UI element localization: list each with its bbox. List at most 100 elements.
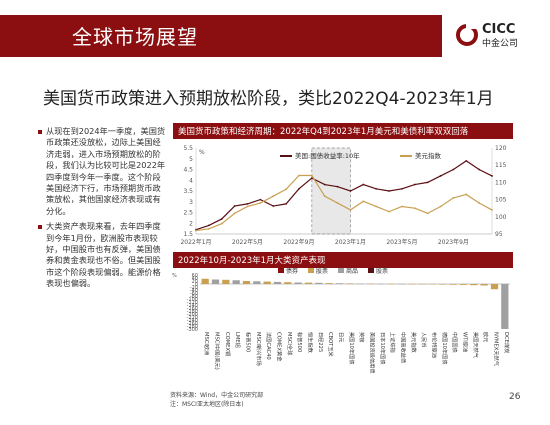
data-point — [426, 181, 429, 184]
y-right-tick-label: 120 — [495, 145, 507, 152]
y-right-tick-label: 115 — [495, 162, 507, 169]
bar — [449, 284, 457, 285]
bullet-item: 大类资产表现来看，去年四季度到今年1月份，欧洲股市表现较好，中国股市也有反弹，美… — [38, 221, 168, 289]
data-point — [259, 202, 262, 204]
category-label: 欧元 — [482, 332, 490, 342]
bar — [315, 282, 323, 284]
data-point — [401, 187, 403, 190]
bar — [211, 279, 220, 284]
y-tick-label: -80 — [190, 294, 198, 300]
category-label: NYMEX天然气 — [493, 332, 501, 366]
data-point — [452, 168, 455, 171]
legend-swatch — [308, 268, 314, 273]
legend-swatch — [368, 268, 374, 273]
bullet-item: 从现在到2024年一季度，美国货币政策还没放松，边际上美国经济走弱，进入市场预期… — [38, 126, 168, 217]
category-label: COMEX黄金 — [276, 332, 284, 362]
category-label: MSCI欧洲 — [203, 332, 211, 355]
bar — [335, 283, 344, 284]
data-point — [259, 198, 262, 201]
data-point — [336, 202, 339, 204]
data-point — [323, 183, 326, 186]
data-point — [362, 183, 365, 186]
legend-label: 股票 — [376, 268, 388, 275]
y-tick-label: -140 — [187, 303, 198, 309]
y-tick-label: -40 — [190, 288, 198, 294]
bar — [325, 283, 333, 284]
bar — [294, 282, 302, 284]
legend-swatch — [338, 268, 344, 273]
data-point — [375, 187, 378, 190]
data-point — [362, 200, 365, 203]
y-tick-label: -240 — [187, 318, 198, 324]
bar — [284, 282, 292, 284]
data-point — [298, 174, 300, 177]
y-left-unit: % — [199, 149, 205, 156]
data-point — [439, 175, 442, 177]
category-label: 中国高收益债 — [400, 332, 408, 363]
header-banner: 全球市场展望 — [0, 15, 442, 57]
category-label: 标普500 — [245, 332, 253, 352]
y-left-tick-label: 3.5 — [183, 188, 193, 195]
data-point — [285, 203, 287, 205]
data-point — [465, 193, 468, 196]
data-point — [413, 207, 416, 210]
series-line-us10y-yield — [195, 160, 493, 231]
legend-label: 债券 — [286, 267, 298, 275]
category-label: 日经225 — [317, 332, 325, 352]
y-tick-label: 0 — [195, 282, 198, 288]
data-point — [478, 202, 481, 204]
data-point — [310, 177, 313, 179]
data-point — [298, 187, 300, 190]
logo-mark-icon — [456, 23, 478, 46]
y-tick-label: 20 — [192, 279, 198, 285]
y-tick-label: -200 — [187, 312, 198, 318]
data-point — [491, 209, 493, 211]
y-left-tick-label: 4.5 — [183, 167, 193, 174]
category-label: MSCI全球 — [286, 332, 294, 356]
data-point — [491, 175, 493, 177]
y-tick-label: -260 — [187, 321, 198, 327]
logo-brand-cn: 中金公司 — [482, 37, 518, 49]
category-label: 上证综指 — [389, 332, 397, 353]
data-point — [388, 210, 390, 213]
y-left-tick-label: 1.5 — [183, 231, 193, 238]
legend-swatch — [278, 268, 284, 273]
data-point — [323, 195, 326, 198]
data-point — [207, 224, 210, 227]
page-title: 全球市场展望 — [72, 25, 198, 49]
y-left-tick-label: 5 — [189, 156, 193, 163]
bar — [470, 284, 478, 286]
data-point — [246, 205, 249, 208]
bar — [232, 280, 240, 284]
category-label: MSCI中国(美元) — [214, 332, 222, 370]
data-point — [272, 205, 275, 207]
category-label: 中国国债 — [451, 332, 459, 353]
source-note: 资料来源：Wind，中金公司研究部 — [170, 392, 264, 399]
x-tick-label: 2022年5月 — [232, 238, 263, 246]
y-tick-label: -280 — [187, 324, 198, 330]
category-label: 德国10年国债 — [441, 332, 449, 365]
line-chart-title: 美国货币政策和经济周期：2022年Q4到2023年1月美元和美债利率双双回落 — [173, 123, 513, 139]
cicc-logo: CICC 中金公司 — [456, 22, 518, 49]
bar — [222, 279, 230, 284]
bar — [356, 283, 364, 285]
data-point — [349, 209, 352, 211]
data-point — [285, 188, 287, 191]
bar — [242, 281, 251, 284]
category-label: 日元 — [338, 332, 345, 342]
y-tick-label: -60 — [190, 291, 198, 297]
page-number: 26 — [509, 392, 521, 402]
data-point — [220, 222, 223, 225]
line-chart: 1.5 2 2.5 3 3.5 4 4.5 5 5.5% 95 100 105 110 115 120 202… — [180, 145, 507, 246]
data-point — [465, 160, 468, 162]
data-point — [207, 227, 210, 230]
bar — [428, 284, 437, 285]
bar — [201, 278, 209, 284]
y-tick-label: -300 — [187, 327, 198, 333]
x-tick-label: 2023年5月 — [386, 238, 417, 246]
x-tick-label: 2022年1月 — [180, 238, 211, 246]
y-tick-label: -220 — [187, 315, 198, 321]
y-tick-label: -160 — [187, 306, 198, 312]
y-left-tick-label: 4 — [189, 177, 193, 184]
data-point — [349, 190, 352, 192]
